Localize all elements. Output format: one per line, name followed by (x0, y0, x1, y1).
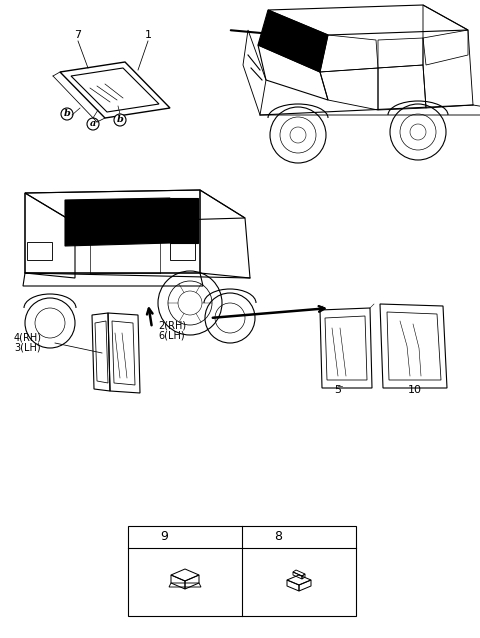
Bar (128, 526, 356, 616)
Text: 8: 8 (274, 531, 282, 544)
Text: 2(RH): 2(RH) (158, 320, 186, 330)
Text: a: a (143, 533, 149, 542)
Circle shape (61, 108, 73, 120)
Text: a: a (90, 119, 96, 128)
Text: 7: 7 (74, 30, 82, 40)
Circle shape (87, 118, 99, 130)
Text: b: b (257, 533, 264, 542)
Circle shape (139, 530, 153, 544)
Circle shape (114, 114, 126, 126)
Text: 6(LH): 6(LH) (158, 330, 185, 340)
Bar (170, 242, 195, 260)
Text: b: b (117, 115, 123, 124)
Bar (27, 242, 52, 260)
Polygon shape (170, 198, 198, 243)
Text: 4(RH): 4(RH) (14, 333, 42, 343)
Text: 10: 10 (408, 385, 422, 395)
Text: 1: 1 (144, 30, 152, 40)
Text: 5: 5 (335, 385, 341, 395)
Text: b: b (63, 110, 71, 119)
Text: 9: 9 (160, 531, 168, 544)
Polygon shape (258, 10, 328, 72)
Circle shape (253, 530, 267, 544)
Text: 3(LH): 3(LH) (14, 343, 41, 353)
Polygon shape (65, 198, 170, 246)
